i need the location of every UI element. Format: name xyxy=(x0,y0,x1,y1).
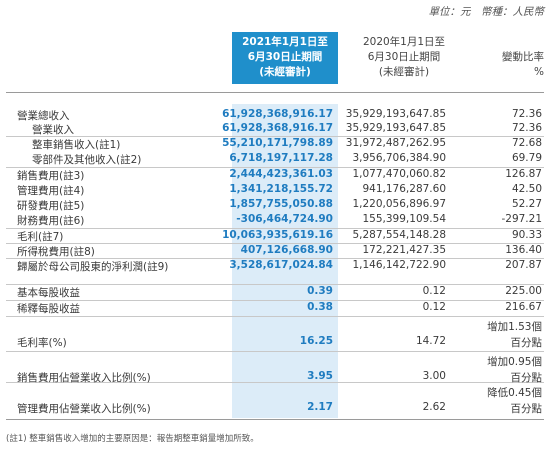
row-separator xyxy=(6,315,544,317)
row-label: 毛利率(%) xyxy=(17,337,67,349)
value-prior-period: 1,146,142,722.90 xyxy=(352,259,446,271)
value-prior-period: 35,929,193,647.85 xyxy=(345,122,446,134)
value-change-ratio: 百分點 xyxy=(510,403,543,415)
change-ratio-note: 降低0.45個 xyxy=(487,387,542,399)
value-current-period: 1,341,218,155.72 xyxy=(229,183,333,195)
row-separator xyxy=(6,135,544,137)
row-separator xyxy=(6,227,544,229)
value-prior-period: 0.12 xyxy=(422,285,446,297)
value-current-period: 2.17 xyxy=(307,401,333,413)
value-prior-period: 941,176,287.60 xyxy=(362,183,447,195)
row-separator xyxy=(6,350,544,352)
row-separator xyxy=(6,283,544,285)
table-bottom-rule xyxy=(6,419,544,420)
row-label: 所得稅費用(註8) xyxy=(17,246,95,258)
value-current-period: 61,928,368,916.17 xyxy=(222,122,333,134)
value-prior-period: 1,077,470,060.82 xyxy=(352,168,446,180)
row-label: 基本每股收益 xyxy=(17,287,80,299)
value-prior-period: 3,956,706,384.90 xyxy=(352,152,446,164)
value-prior-period: 3.00 xyxy=(422,370,446,382)
row-label: 營業收入 xyxy=(32,124,74,136)
header-line xyxy=(470,35,544,50)
value-change-ratio: 72.36 xyxy=(511,108,542,120)
value-current-period: 0.39 xyxy=(307,285,333,297)
value-current-period: 16.25 xyxy=(299,335,333,347)
value-prior-period: 155,399,109.54 xyxy=(362,213,447,225)
row-label: 毛利(註7) xyxy=(17,231,64,243)
value-prior-period: 31,972,487,262.95 xyxy=(345,137,446,149)
footnote: (註1) 整車銷售收入增加的主要原因是：報告期整車銷量增加所致。 xyxy=(6,434,259,444)
value-current-period: 10,063,935,619.16 xyxy=(222,229,333,241)
value-current-period: 1,857,755,050.88 xyxy=(229,198,333,210)
row-label: 銷售費用佔營業收入比例(%) xyxy=(17,372,151,384)
value-change-ratio: 72.36 xyxy=(511,122,542,134)
header-current-period: 2021年1月1日至 6月30日止期間 (未經審計) xyxy=(232,35,338,80)
value-current-period: -306,464,724.90 xyxy=(236,213,333,225)
value-prior-period: 1,220,056,896.97 xyxy=(352,198,446,210)
value-change-ratio: 42.50 xyxy=(511,183,542,195)
table-top-rule xyxy=(6,92,544,93)
row-label: 銷售費用(註3) xyxy=(17,170,85,182)
value-change-ratio: 216.67 xyxy=(505,301,542,313)
row-label: 研發費用(註5) xyxy=(17,200,85,212)
row-separator xyxy=(6,166,544,168)
change-ratio-note: 增加0.95個 xyxy=(487,356,542,368)
header-change-ratio: 變動比率 % xyxy=(470,35,544,80)
value-current-period: 3,528,617,024.84 xyxy=(229,259,333,271)
value-change-ratio: 225.00 xyxy=(505,285,542,297)
value-prior-period: 2.62 xyxy=(422,401,446,413)
value-change-ratio: 72.68 xyxy=(511,137,542,149)
value-prior-period: 0.12 xyxy=(422,301,446,313)
value-change-ratio: 69.79 xyxy=(511,152,542,164)
value-change-ratio: 52.27 xyxy=(511,198,542,210)
value-change-ratio: 136.40 xyxy=(505,244,542,256)
row-label: 營業總收入 xyxy=(17,110,70,122)
value-change-ratio: -297.21 xyxy=(501,213,542,225)
value-change-ratio: 90.33 xyxy=(511,229,542,241)
value-current-period: 2,444,423,361.03 xyxy=(229,168,333,180)
value-change-ratio: 207.87 xyxy=(505,259,542,271)
current-period-column-shade xyxy=(232,104,338,418)
value-current-period: 407,126,668.90 xyxy=(240,244,333,256)
row-separator xyxy=(6,257,544,259)
change-ratio-note: 增加1.53個 xyxy=(487,321,542,333)
row-label: 整車銷售收入(註1) xyxy=(32,139,121,151)
current-period-header-band xyxy=(232,32,338,84)
value-current-period: 6,718,197,117.28 xyxy=(229,152,333,164)
row-label: 財務費用(註6) xyxy=(17,215,85,227)
header-line: (未經審計) xyxy=(259,66,311,78)
value-current-period: 3.95 xyxy=(307,370,333,382)
header-line: % xyxy=(534,66,544,78)
value-prior-period: 35,929,193,647.85 xyxy=(345,108,446,120)
row-label: 零部件及其他收入(註2) xyxy=(32,154,142,166)
header-line: (未經審計) xyxy=(378,66,430,78)
row-separator xyxy=(6,381,544,383)
value-current-period: 61,928,368,916.17 xyxy=(222,108,333,120)
row-label: 管理費用佔營業收入比例(%) xyxy=(17,403,151,415)
value-prior-period: 5,287,554,148.28 xyxy=(352,229,446,241)
header-line: 2021年1月1日至 xyxy=(242,36,328,48)
row-label: 管理費用(註4) xyxy=(17,185,85,197)
row-label: 稀釋每股收益 xyxy=(17,303,80,315)
value-change-ratio: 126.87 xyxy=(505,168,542,180)
value-current-period: 55,210,171,798.89 xyxy=(222,137,333,149)
value-current-period: 0.38 xyxy=(307,301,333,313)
header-prior-period: 2020年1月1日至 6月30日止期間 (未經審計) xyxy=(352,35,456,80)
row-separator xyxy=(6,299,544,301)
header-line: 6月30日止期間 xyxy=(247,51,323,63)
row-label: 歸屬於母公司股東的淨利潤(註9) xyxy=(17,261,169,273)
header-line: 6月30日止期間 xyxy=(367,51,441,63)
value-prior-period: 172,221,427.35 xyxy=(362,244,447,256)
header-line: 變動比率 xyxy=(502,51,544,63)
row-separator xyxy=(6,242,544,244)
value-prior-period: 14.72 xyxy=(415,335,446,347)
header-line: 2020年1月1日至 xyxy=(362,36,446,48)
value-change-ratio: 百分點 xyxy=(510,337,543,349)
unit-note: 單位：元 幣種：人民幣 xyxy=(428,6,545,18)
value-change-ratio: 百分點 xyxy=(510,372,543,384)
